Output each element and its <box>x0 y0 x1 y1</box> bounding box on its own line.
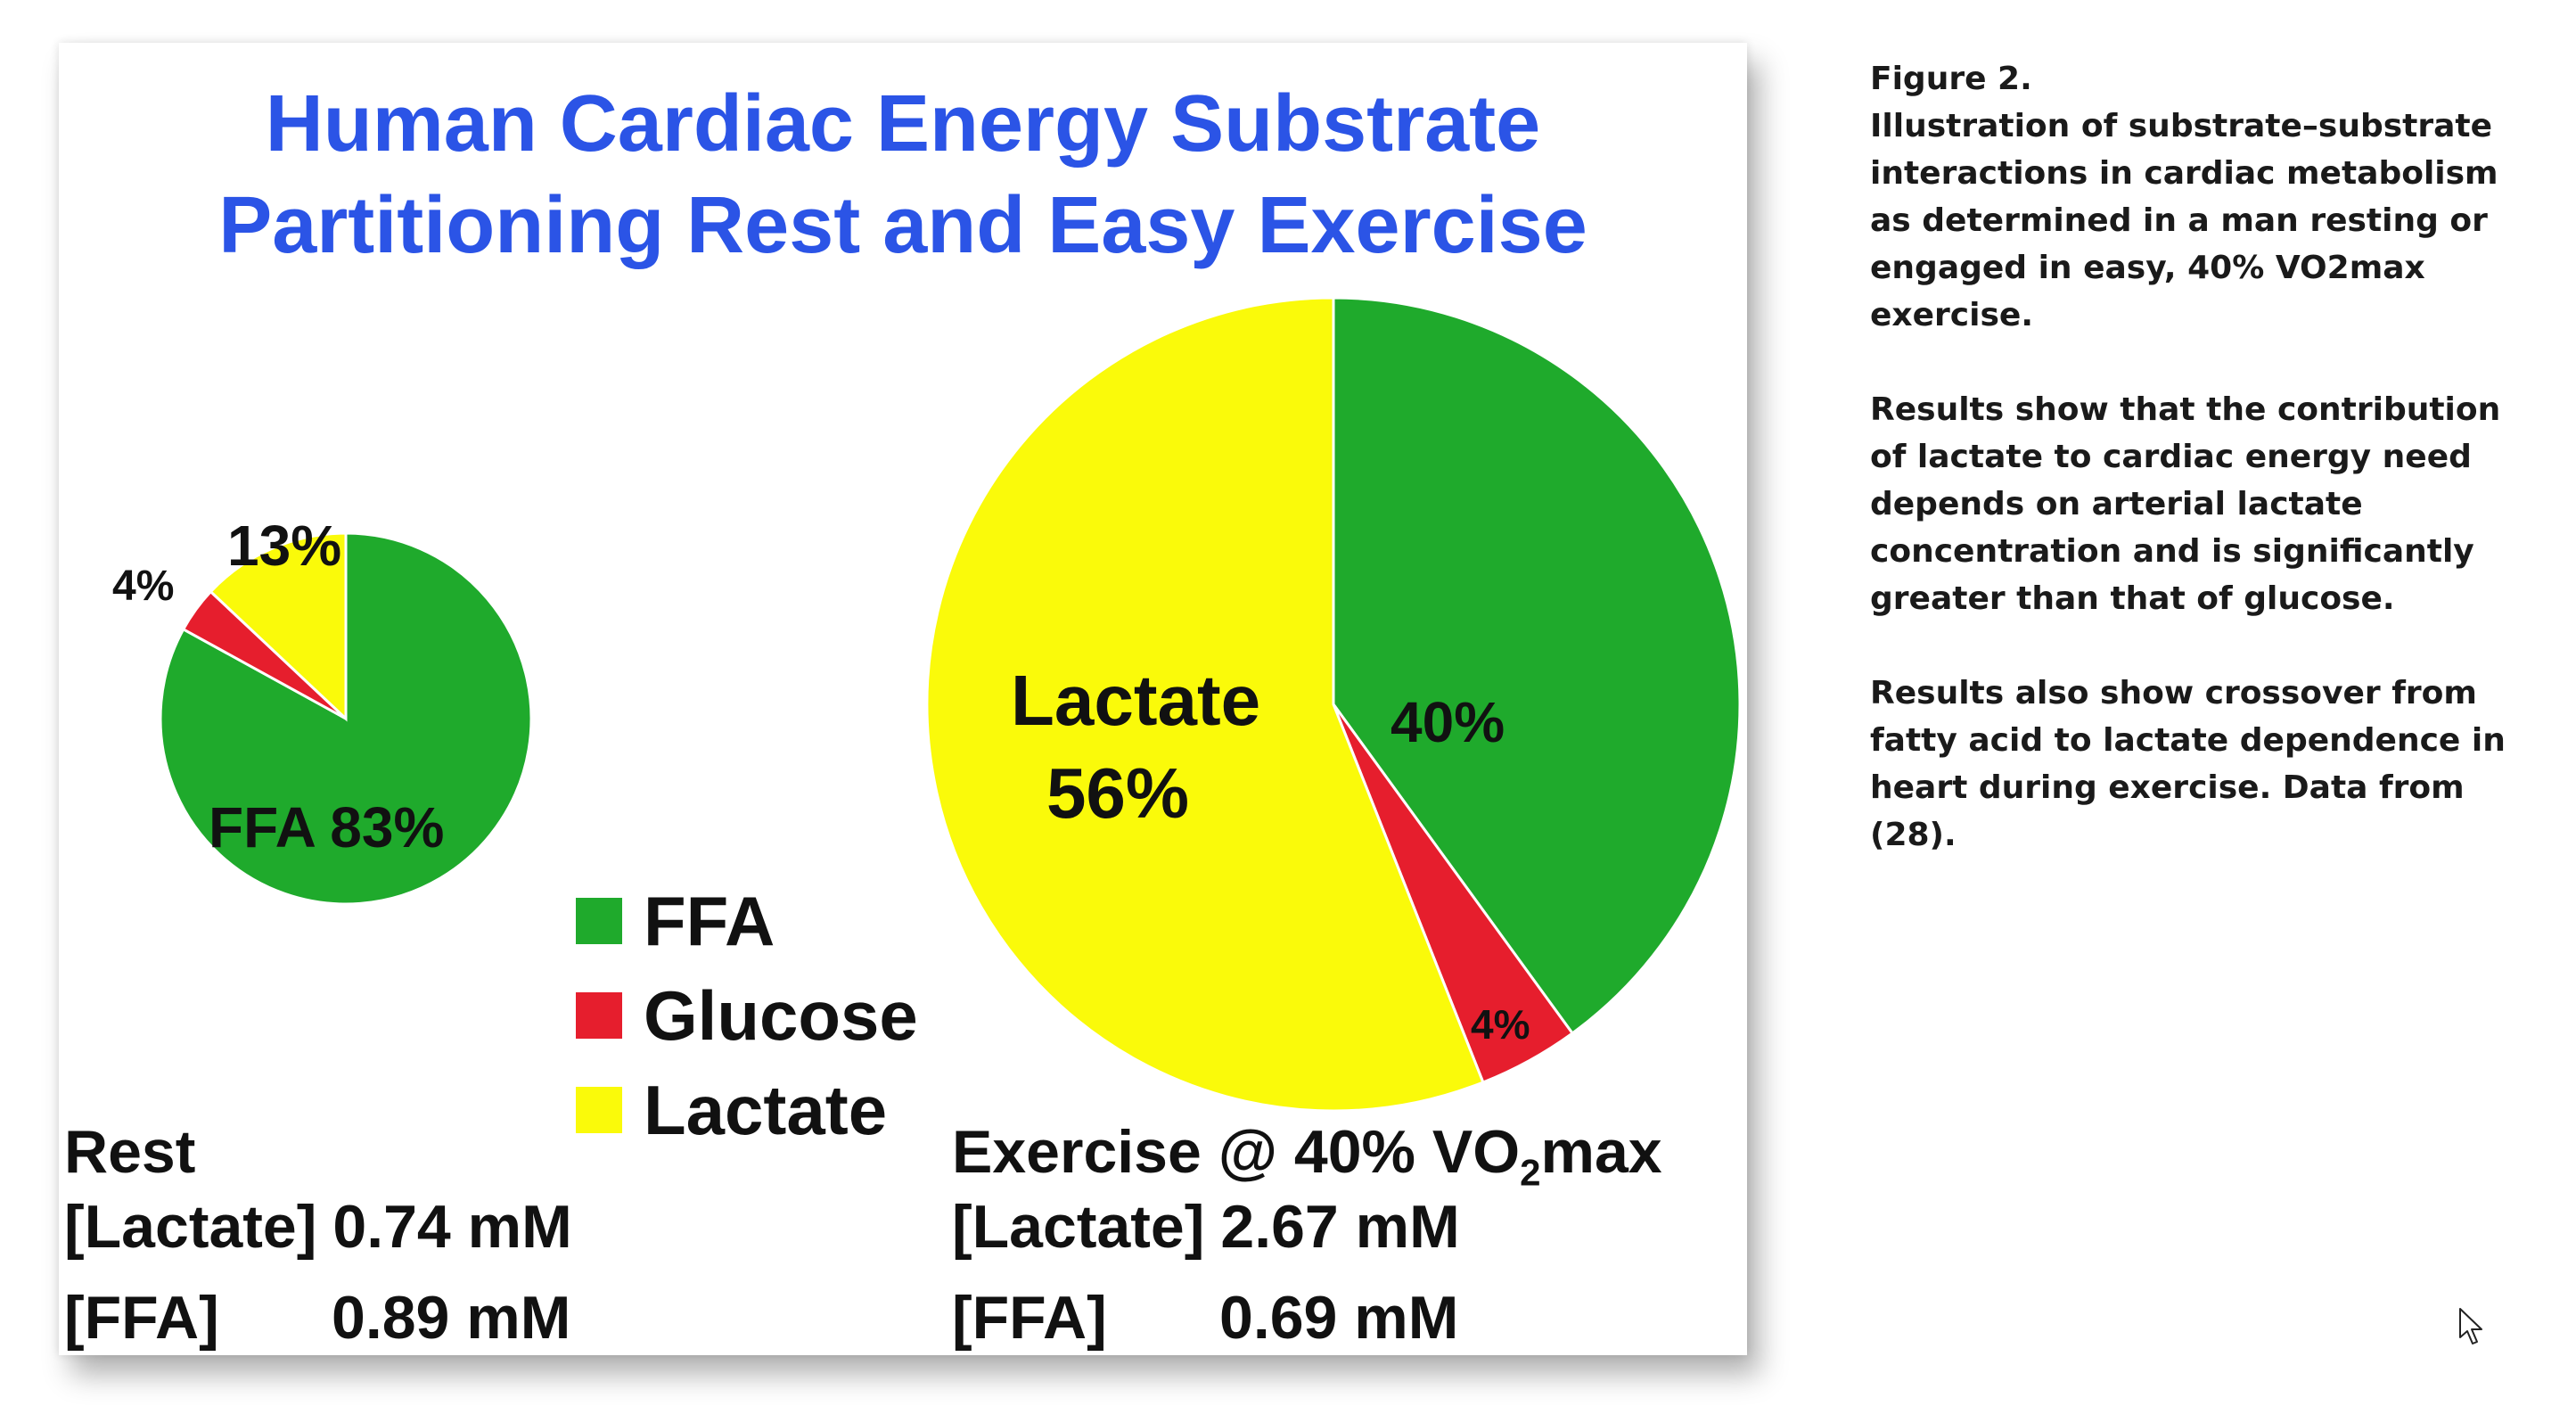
pie-slice-ffa <box>1332 296 1742 1036</box>
exercise-ffa-key: [FFA] <box>952 1284 1107 1352</box>
caption-paragraph-2: Results show that the contribution of la… <box>1870 391 2501 617</box>
rest-ffa-label: FFA 83% <box>209 795 445 859</box>
rest-lactate-label: 13% <box>227 514 342 578</box>
pie-charts-svg <box>159 296 1742 1113</box>
exercise-lactate-pct-label: 56% <box>1046 753 1190 833</box>
figure-label: Figure 2. <box>1870 61 2032 97</box>
rest-heading: Rest <box>64 1118 196 1186</box>
exercise-lactate-name-label: Lactate <box>1011 661 1261 740</box>
legend-swatch-glucose <box>576 992 622 1039</box>
exercise-ffa-label: 40% <box>1391 690 1505 754</box>
mouse-pointer-icon <box>2459 1308 2482 1344</box>
legend-item-ffa: FFA <box>576 881 775 961</box>
chart-title-line-1: Human Cardiac Energy Substrate <box>265 79 1541 169</box>
legend-swatch-ffa <box>576 898 622 944</box>
exercise-pie <box>925 296 1742 1113</box>
legend-label-ffa: FFA <box>644 881 775 960</box>
rest-ffa-key: [FFA] <box>64 1284 219 1352</box>
legend-item-lactate: Lactate <box>576 1070 887 1150</box>
caption-paragraph-1: Illustration of substrate–substrate inte… <box>1870 108 2498 333</box>
pie-slice-lactate <box>925 296 1485 1113</box>
exercise-heading: Exercise @ 40% VO2max <box>952 1118 1662 1194</box>
rest-ffa-value: 0.89 mM <box>332 1284 571 1352</box>
rest-pie <box>159 531 533 906</box>
rest-lactate-key: [Lactate] <box>64 1193 317 1261</box>
legend-item-glucose: Glucose <box>576 975 918 1056</box>
figure-slide: Human Cardiac Energy Substrate Partition… <box>59 43 1747 1355</box>
pie-slice-lactate <box>209 531 348 722</box>
exercise-glucose-label: 4% <box>1471 1001 1530 1048</box>
legend-swatch-lactate <box>576 1087 622 1133</box>
rest-glucose-label: 4% <box>112 563 175 610</box>
exercise-lactate-key: [Lactate] <box>952 1193 1205 1261</box>
figure-caption: Figure 2. Illustration of substrate–subs… <box>1870 55 2547 906</box>
legend-label-glucose: Glucose <box>644 975 918 1055</box>
caption-paragraph-3: Results also show crossover from fatty a… <box>1870 675 2506 853</box>
exercise-lactate-value: 2.67 mM <box>1220 1193 1460 1261</box>
exercise-ffa-value: 0.69 mM <box>1219 1284 1459 1352</box>
chart-title-line-2: Partitioning Rest and Easy Exercise <box>218 181 1587 270</box>
legend-label-lactate: Lactate <box>644 1070 888 1149</box>
rest-lactate-value: 0.74 mM <box>332 1193 572 1261</box>
